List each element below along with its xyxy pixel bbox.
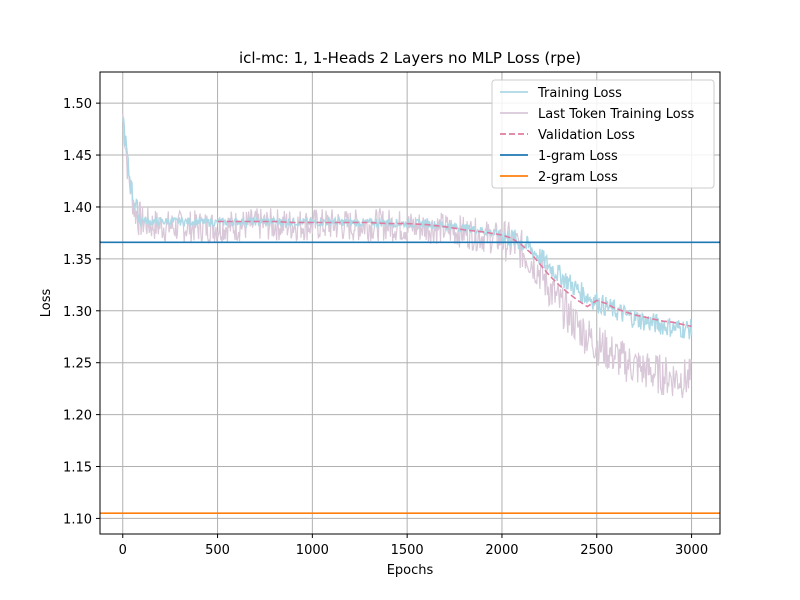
validation-loss-line xyxy=(217,220,692,328)
y-axis-label: Loss xyxy=(39,289,54,318)
chart-title: icl-mc: 1, 1-Heads 2 Layers no MLP Loss … xyxy=(239,49,581,67)
x-tick-label: 3000 xyxy=(675,543,708,558)
x-tick-label: 1500 xyxy=(391,543,424,558)
x-tick-label: 500 xyxy=(205,543,230,558)
legend-box xyxy=(491,79,715,189)
y-tick-label: 1.35 xyxy=(63,253,92,268)
x-tick-label: 1000 xyxy=(296,543,329,558)
legend-label: Training Loss xyxy=(537,86,622,101)
x-tick-label: 2000 xyxy=(485,543,518,558)
grid xyxy=(100,72,720,534)
x-tick-label: 0 xyxy=(119,543,127,558)
y-tick-label: 1.40 xyxy=(63,201,92,216)
y-tick-label: 1.10 xyxy=(63,512,92,527)
y-tick-label: 1.50 xyxy=(63,97,92,112)
y-tick-label: 1.15 xyxy=(63,461,92,476)
legend: Training Loss Last Token Training Loss Val… xyxy=(491,79,715,189)
y-tick-label: 1.20 xyxy=(63,409,92,424)
legend-label: Validation Loss xyxy=(538,128,635,143)
x-axis-label: Epochs xyxy=(387,563,434,578)
y-tick-label: 1.25 xyxy=(63,357,92,372)
y-tick-label: 1.30 xyxy=(63,305,92,320)
plot-frame xyxy=(99,71,721,535)
ticks: 0 500 1000 1500 2000 2500 3000 1.10 1.15 1.20 1.25… xyxy=(63,97,708,558)
legend-label: 2-gram Loss xyxy=(538,170,618,185)
last-token-loss-line xyxy=(122,113,693,399)
legend-label: Last Token Training Loss xyxy=(538,107,695,122)
training-loss-line xyxy=(122,117,693,340)
series-lines xyxy=(100,113,720,515)
x-tick-label: 2500 xyxy=(580,543,613,558)
y-tick-label: 1.45 xyxy=(63,149,92,164)
legend-label: 1-gram Loss xyxy=(538,149,618,164)
